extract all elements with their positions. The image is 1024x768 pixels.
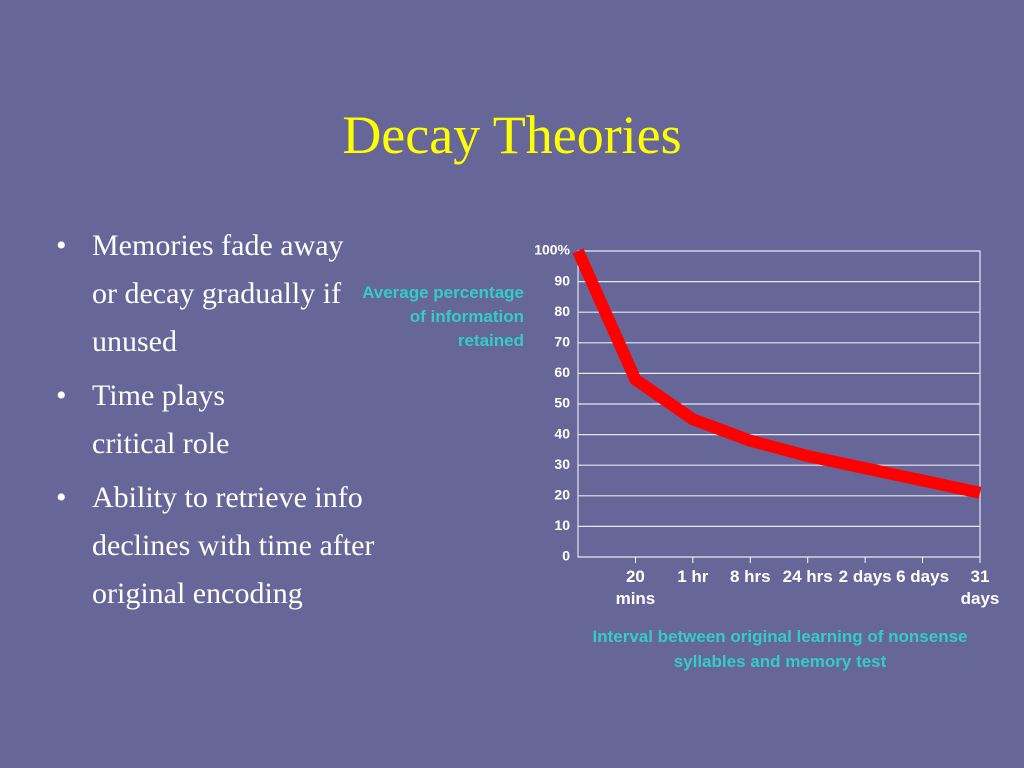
bullet: Ability to retrieve info declines with t… <box>56 474 392 618</box>
y-axis-label: Average percentage of information retain… <box>362 283 524 350</box>
bullet-list: Memories fade away or decay gradually if… <box>56 222 392 624</box>
y-tick-label: 10 <box>554 517 570 533</box>
x-tick-label: 2 days <box>838 567 892 586</box>
y-tick-label: 0 <box>562 548 570 564</box>
data-line <box>572 248 982 499</box>
y-tick-label: 80 <box>554 303 570 319</box>
x-axis-label: Interval between original learning of no… <box>592 627 968 671</box>
y-tick-label: 90 <box>554 272 570 288</box>
x-tick-label: 31 days <box>960 567 1000 608</box>
x-tick-label: 20 mins <box>615 567 656 608</box>
y-tick-label: 70 <box>554 334 570 350</box>
bullet: Time plays critical role <box>56 372 312 468</box>
y-tick-label: 40 <box>554 425 570 441</box>
slide-title: Decay Theories <box>342 105 682 165</box>
y-tick-label: 20 <box>554 487 570 503</box>
x-tick-label: 6 days <box>896 567 950 586</box>
y-tick-label: 30 <box>554 456 570 472</box>
x-tick-label: 8 hrs <box>729 567 771 586</box>
y-tick-label: 100% <box>534 242 570 258</box>
y-tick-label: 50 <box>554 395 570 411</box>
bullet: Memories fade away or decay gradually if… <box>56 222 354 366</box>
x-tick-label: 24 hrs <box>782 567 833 586</box>
y-tick-label: 60 <box>554 364 570 380</box>
x-tick-label: 1 hr <box>677 567 709 586</box>
